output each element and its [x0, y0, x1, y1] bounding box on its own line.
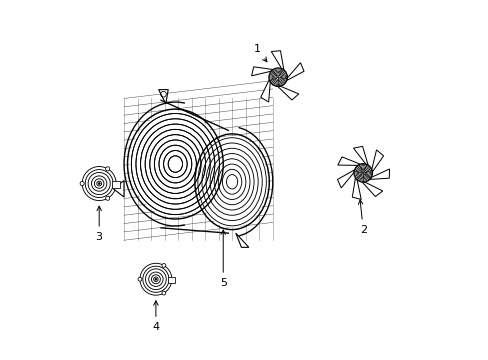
Circle shape: [268, 68, 287, 86]
Circle shape: [139, 262, 172, 296]
Text: 4: 4: [152, 301, 159, 332]
Circle shape: [155, 278, 157, 280]
Polygon shape: [251, 67, 272, 76]
Ellipse shape: [129, 111, 221, 217]
Polygon shape: [277, 86, 298, 100]
Polygon shape: [362, 182, 382, 197]
Text: 2: 2: [358, 200, 366, 235]
Polygon shape: [235, 233, 248, 247]
Polygon shape: [337, 170, 354, 188]
Polygon shape: [351, 178, 361, 199]
Polygon shape: [369, 169, 389, 179]
Polygon shape: [260, 80, 270, 102]
Polygon shape: [271, 51, 284, 70]
Circle shape: [98, 183, 100, 185]
Circle shape: [80, 181, 84, 186]
Circle shape: [105, 167, 109, 171]
Polygon shape: [167, 277, 175, 283]
Circle shape: [162, 291, 165, 295]
Polygon shape: [371, 150, 383, 172]
Circle shape: [81, 166, 117, 201]
Text: 1: 1: [253, 44, 266, 62]
Polygon shape: [286, 63, 304, 80]
Polygon shape: [112, 181, 120, 188]
Circle shape: [353, 163, 372, 182]
Text: 5: 5: [219, 230, 226, 288]
Circle shape: [105, 196, 109, 200]
Polygon shape: [113, 180, 124, 197]
Circle shape: [138, 277, 142, 281]
Text: 3: 3: [96, 206, 102, 242]
Ellipse shape: [196, 136, 267, 228]
Circle shape: [162, 264, 165, 267]
Polygon shape: [158, 90, 168, 104]
Polygon shape: [337, 157, 359, 165]
Polygon shape: [353, 146, 367, 165]
